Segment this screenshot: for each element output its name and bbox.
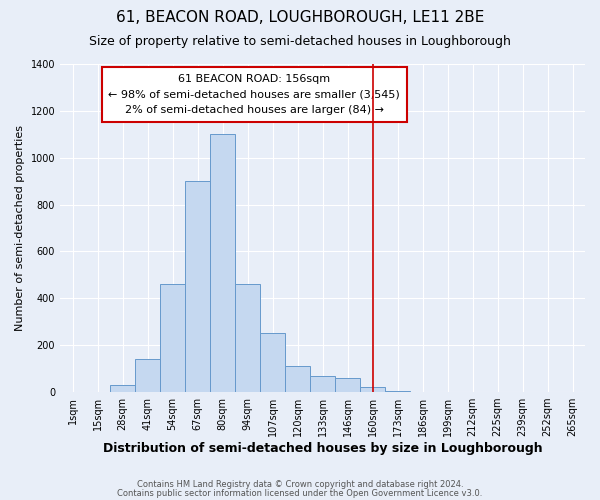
Text: Contains HM Land Registry data © Crown copyright and database right 2024.: Contains HM Land Registry data © Crown c… [137, 480, 463, 489]
Bar [235, 284, 260, 392]
Bar [210, 134, 235, 392]
Bar [160, 284, 185, 392]
Bar [135, 360, 160, 392]
Bar [285, 366, 310, 392]
Bar [310, 376, 335, 392]
X-axis label: Distribution of semi-detached houses by size in Loughborough: Distribution of semi-detached houses by … [103, 442, 542, 455]
Text: Size of property relative to semi-detached houses in Loughborough: Size of property relative to semi-detach… [89, 35, 511, 48]
Bar [385, 391, 410, 392]
Bar [360, 388, 385, 392]
Bar [335, 378, 360, 392]
Text: 61 BEACON ROAD: 156sqm
← 98% of semi-detached houses are smaller (3,545)
2% of s: 61 BEACON ROAD: 156sqm ← 98% of semi-det… [109, 74, 400, 115]
Y-axis label: Number of semi-detached properties: Number of semi-detached properties [15, 125, 25, 331]
Bar [110, 385, 135, 392]
Bar [260, 334, 285, 392]
Text: 61, BEACON ROAD, LOUGHBOROUGH, LE11 2BE: 61, BEACON ROAD, LOUGHBOROUGH, LE11 2BE [116, 10, 484, 25]
Text: Contains public sector information licensed under the Open Government Licence v3: Contains public sector information licen… [118, 488, 482, 498]
Bar [185, 181, 210, 392]
